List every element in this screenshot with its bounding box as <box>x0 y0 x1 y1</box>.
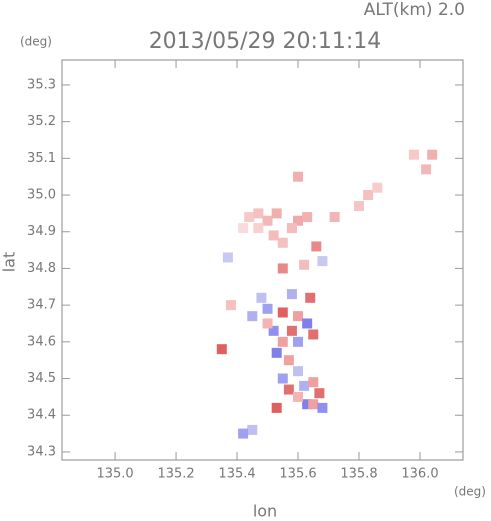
data-point <box>238 223 249 234</box>
data-point <box>354 201 365 212</box>
data-point <box>262 303 273 314</box>
data-point <box>317 402 328 413</box>
x-tick-label: 135.4 <box>218 467 255 482</box>
y-tick-label: 34.3 <box>27 444 56 459</box>
y-tick-label: 34.9 <box>27 224 56 239</box>
data-point <box>299 380 310 391</box>
x-tick-label: 135.6 <box>279 467 316 482</box>
data-point <box>268 230 279 241</box>
data-point <box>317 256 328 267</box>
data-point <box>314 388 325 399</box>
x-tick-label: 136.0 <box>401 467 438 482</box>
data-point <box>286 289 297 300</box>
data-point <box>308 399 319 410</box>
data-point <box>329 212 340 223</box>
x-tick-label: 135.8 <box>340 467 377 482</box>
data-point <box>262 215 273 226</box>
y-tick-label: 34.7 <box>27 298 56 313</box>
y-tick-label: 35.1 <box>27 151 56 166</box>
data-point <box>308 329 319 340</box>
data-point <box>271 208 282 219</box>
data-point <box>372 182 383 193</box>
data-point <box>283 384 294 395</box>
data-point <box>253 208 264 219</box>
y-tick-label: 34.8 <box>27 261 56 276</box>
data-point <box>277 263 288 274</box>
x-tick-label: 135.2 <box>157 467 194 482</box>
data-point <box>302 318 313 329</box>
data-point <box>247 311 258 322</box>
data-point <box>286 223 297 234</box>
data-point <box>427 149 438 160</box>
data-point <box>293 311 304 322</box>
data-point <box>293 366 304 377</box>
data-point <box>277 373 288 384</box>
data-point <box>299 259 310 270</box>
data-point <box>293 215 304 226</box>
x-unit: (deg) <box>454 485 486 499</box>
data-point <box>283 355 294 366</box>
data-point <box>253 223 264 234</box>
data-point <box>244 212 255 223</box>
data-point <box>293 336 304 347</box>
data-point <box>293 391 304 402</box>
y-tick-label: 34.4 <box>27 408 56 423</box>
data-point <box>302 399 313 410</box>
data-point <box>268 325 279 336</box>
y-unit: (deg) <box>20 35 52 49</box>
y-tick-label: 34.6 <box>27 334 56 349</box>
chart-title: 2013/05/29 20:11:14 <box>149 29 382 54</box>
data-point <box>277 336 288 347</box>
data-point <box>238 428 249 439</box>
y-tick-label: 34.5 <box>27 371 56 386</box>
data-point <box>271 347 282 358</box>
data-point <box>305 292 316 303</box>
data-point <box>271 402 282 413</box>
data-point <box>277 307 288 318</box>
data-point <box>222 252 233 263</box>
data-point <box>277 237 288 248</box>
x-tick-label: 135.0 <box>96 467 133 482</box>
y-tick-label: 35.0 <box>27 188 56 203</box>
y-axis-label: lat <box>0 252 19 273</box>
data-point <box>293 171 304 182</box>
data-point <box>308 377 319 388</box>
x-axis-label: lon <box>253 502 277 521</box>
data-point <box>286 325 297 336</box>
data-point <box>363 190 374 201</box>
data-point <box>256 292 267 303</box>
data-point <box>302 212 313 223</box>
data-point <box>262 318 273 329</box>
data-point <box>225 300 236 311</box>
y-tick-label: 35.2 <box>27 114 56 129</box>
data-point <box>408 149 419 160</box>
data-point <box>311 241 322 252</box>
chart-subtitle: ALT(km) 2.0 <box>364 0 465 20</box>
data-point <box>247 424 258 435</box>
data-point <box>216 344 227 355</box>
plot-frame <box>61 59 464 461</box>
data-point <box>421 164 432 175</box>
y-tick-label: 35.3 <box>27 77 56 92</box>
